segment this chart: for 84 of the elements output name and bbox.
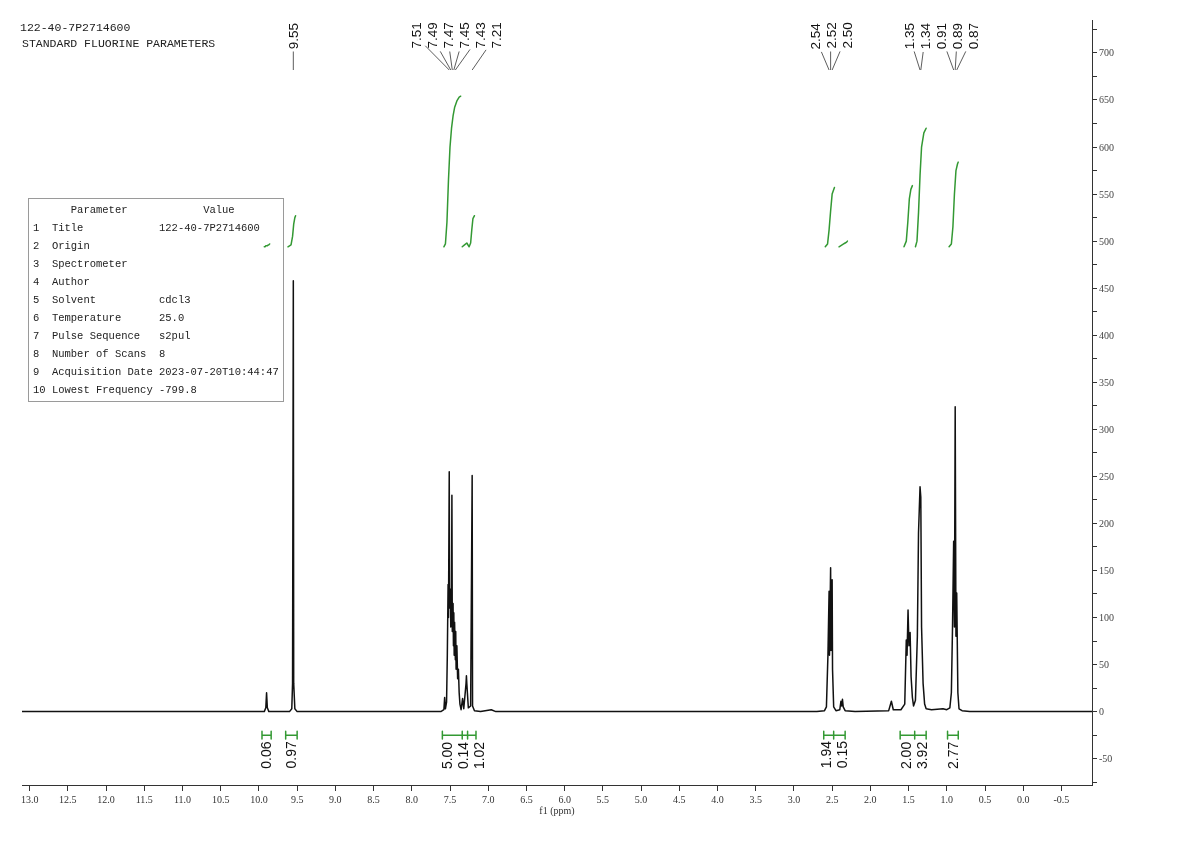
annotation: 0.15 <box>833 740 850 769</box>
annotation: 1.94 <box>817 740 834 769</box>
annotation: 7.21 <box>488 22 504 49</box>
annotation: 5 Solvent cdcl3 <box>33 293 192 308</box>
annotation: 3 Spectrometer <box>33 257 129 272</box>
y-tick-label: 600 <box>1099 141 1114 153</box>
annotation: 7.47 <box>440 22 456 49</box>
x-tick-label: 12.0 <box>97 794 115 805</box>
annotation: 1.34 <box>918 22 934 50</box>
x-tick-label: 8.5 <box>367 794 380 805</box>
annotation: 2.77 <box>944 741 961 770</box>
x-tick-label: 2.5 <box>825 794 839 805</box>
x-tick-label: 10.5 <box>211 794 230 805</box>
y-tick-label: 450 <box>1099 282 1114 294</box>
annotation: 2 Origin <box>33 239 91 254</box>
annotation: 9.55 <box>286 23 302 50</box>
x-tick-label: -0.5 <box>1053 794 1070 805</box>
y-tick-label: 500 <box>1099 235 1114 247</box>
annotation: Parameter Value <box>69 203 236 218</box>
annotation: 0.87 <box>966 23 982 50</box>
annotation: 1.02 <box>470 741 487 770</box>
x-tick-label: 9.5 <box>290 794 304 805</box>
x-tick-label: 13.0 <box>20 794 39 805</box>
x-axis-title: f1 (ppm) <box>539 805 575 817</box>
x-tick-label: 8.0 <box>405 794 419 805</box>
annotation: 0.89 <box>950 23 966 50</box>
annotation: 0.91 <box>934 23 950 50</box>
x-tick-label: 9.0 <box>329 794 342 805</box>
x-tick-label: 11.0 <box>173 794 192 805</box>
annotation: 3.92 <box>913 741 930 770</box>
x-tick-label: 5.5 <box>596 794 610 805</box>
x-tick-label: 4.5 <box>673 794 686 805</box>
chart-title: 122-40-7P2714600 <box>20 21 131 35</box>
x-tick-label: 12.5 <box>59 794 77 805</box>
y-tick-label: 650 <box>1099 94 1114 106</box>
x-tick-label: 1.5 <box>902 794 915 805</box>
x-tick-label: 10.0 <box>250 794 268 805</box>
annotation: 7.49 <box>424 22 440 49</box>
y-tick-label: 550 <box>1099 188 1114 200</box>
x-tick-label: 6.5 <box>520 794 533 805</box>
y-tick-label: 700 <box>1099 47 1114 59</box>
annotation: 9 Acquisition Date 2023-07-20T10:44:47 <box>33 365 279 380</box>
annotation: 4 Author <box>33 275 91 290</box>
annotation: 0.06 <box>258 741 275 769</box>
y-tick-label: -50 <box>1099 753 1113 765</box>
annotation: 0.14 <box>454 741 471 770</box>
y-tick-label: 0 <box>1099 706 1104 718</box>
annotation: 1.35 <box>902 23 918 50</box>
y-tick-label: 250 <box>1099 470 1114 482</box>
y-tick-label: 300 <box>1099 423 1114 435</box>
y-tick-label: 100 <box>1099 612 1114 624</box>
x-tick-label: 11.5 <box>135 794 153 805</box>
x-tick-label: 3.0 <box>787 794 801 805</box>
x-tick-label: 7.0 <box>481 794 495 805</box>
y-tick-label: 150 <box>1099 564 1114 576</box>
annotation: 6 Temperature 25.0 <box>33 311 186 326</box>
y-tick-label: 200 <box>1099 517 1114 529</box>
annotation: 7.51 <box>408 22 424 49</box>
line-series <box>22 279 1092 713</box>
x-tick-label: 6.0 <box>558 794 571 805</box>
annotation: 5.00 <box>438 741 455 770</box>
text: STANDARD FLUORINE PARAMETERS <box>22 37 216 50</box>
x-tick-label: 1.0 <box>940 794 954 805</box>
x-tick-label: 3.5 <box>749 794 762 805</box>
y-tick-label: 350 <box>1099 376 1114 388</box>
x-tick-label: 0.0 <box>1016 794 1030 805</box>
y-tick-label: 400 <box>1099 329 1114 341</box>
annotation: 2.00 <box>897 741 914 770</box>
annotation: 2.52 <box>823 22 839 49</box>
annotation: 2.50 <box>839 22 855 49</box>
annotation: 0.97 <box>283 741 300 769</box>
annotation: 7.43 <box>472 22 488 49</box>
annotation: 7.45 <box>456 22 472 49</box>
y-tick-label: 50 <box>1099 659 1109 671</box>
x-tick-label: 4.0 <box>711 794 724 805</box>
x-tick-label: 0.5 <box>978 794 992 805</box>
annotation: 1 Title 122-40-7P2714600 <box>33 221 261 236</box>
x-tick-label: 2.0 <box>864 794 877 805</box>
annotation: 7 Pulse Sequence s2pul <box>33 329 192 344</box>
x-tick-label: 5.0 <box>634 794 648 805</box>
annotation: 2.54 <box>807 22 823 50</box>
x-tick-label: 7.5 <box>443 794 457 805</box>
annotation: 10 Lowest Frequency -799.8 <box>33 383 198 398</box>
annotation: 8 Number of Scans 8 <box>33 347 167 362</box>
